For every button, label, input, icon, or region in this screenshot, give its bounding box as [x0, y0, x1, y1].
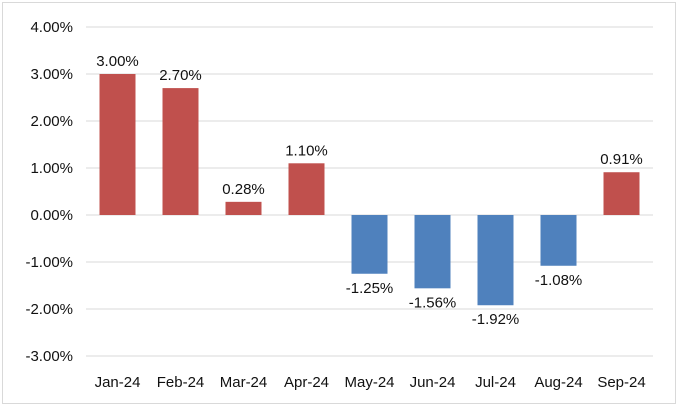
y-tick-label: -1.00% [25, 254, 73, 271]
bars [99, 74, 640, 306]
bar-mar-24 [225, 201, 262, 215]
bar-apr-24 [288, 163, 325, 215]
bar-jun-24 [414, 215, 451, 289]
y-tick-label: -3.00% [25, 348, 73, 365]
x-category-label: May-24 [344, 374, 394, 391]
bar-chart: 4.00% 3.00% 2.00% 1.00% 0.00% -1.00% -2.00% -3.… [25, 19, 653, 391]
data-labels: 3.00% 2.70% 0.28% 1.10% -1.25% -1.56% -1.92% -1… [96, 53, 643, 328]
y-tick-label: 0.00% [30, 207, 73, 224]
data-label: 2.70% [159, 67, 202, 84]
x-category-label: Jul-24 [475, 374, 516, 391]
data-label: -1.56% [409, 294, 457, 311]
data-label: -1.92% [472, 311, 520, 328]
bar-sep-24 [603, 172, 640, 215]
y-tick-label: 1.00% [30, 160, 73, 177]
x-category-label: Aug-24 [534, 374, 582, 391]
bar-jul-24 [477, 215, 514, 306]
bar-feb-24 [162, 88, 199, 215]
bar-may-24 [351, 215, 388, 274]
chart-frame: 4.00% 3.00% 2.00% 1.00% 0.00% -1.00% -2.00% -3.… [2, 2, 676, 404]
data-label: 0.91% [600, 151, 643, 168]
x-category-label: Feb-24 [157, 374, 205, 391]
x-category-label: Jun-24 [410, 374, 456, 391]
x-category-label: Sep-24 [597, 374, 645, 391]
bar-jan-24 [99, 74, 136, 215]
y-tick-label: 4.00% [30, 19, 73, 36]
data-label: 1.10% [285, 142, 328, 159]
data-label: 0.28% [222, 181, 265, 198]
y-tick-label: 3.00% [30, 66, 73, 83]
data-label: -1.08% [535, 272, 583, 289]
y-axis-ticks: 4.00% 3.00% 2.00% 1.00% 0.00% -1.00% -2.00% -3.… [25, 19, 73, 365]
bar-aug-24 [540, 215, 577, 266]
y-tick-label: -2.00% [25, 301, 73, 318]
data-label: 3.00% [96, 53, 139, 70]
x-category-label: Apr-24 [284, 374, 329, 391]
x-axis-categories: Jan-24 Feb-24 Mar-24 Apr-24 May-24 Jun-24 Jul-… [95, 374, 646, 391]
x-category-label: Jan-24 [95, 374, 141, 391]
data-label: -1.25% [346, 280, 394, 297]
y-tick-label: 2.00% [30, 113, 73, 130]
x-category-label: Mar-24 [220, 374, 268, 391]
